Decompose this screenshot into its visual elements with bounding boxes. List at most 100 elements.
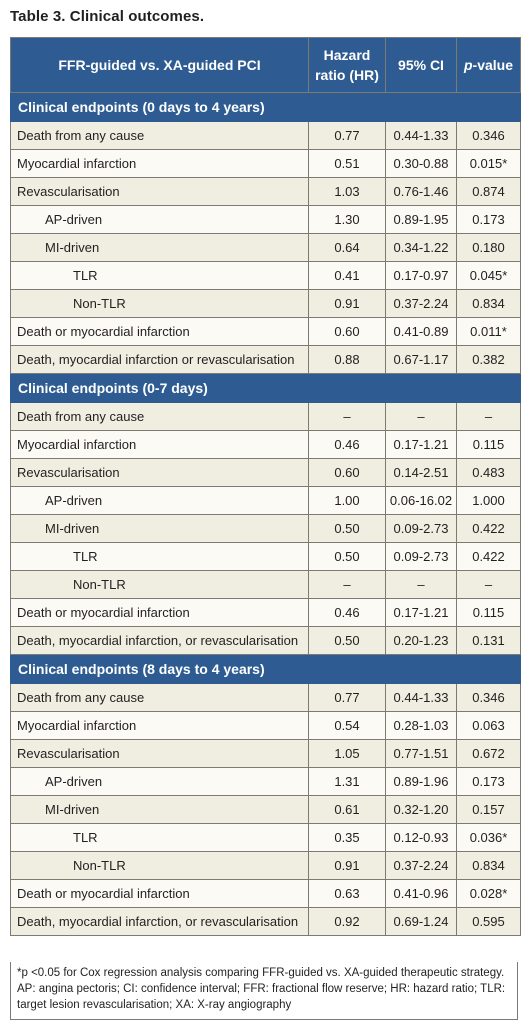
row-p-value: 0.346: [456, 683, 521, 712]
table-row: AP-driven 1.31 0.89-1.96 0.173: [10, 767, 521, 796]
table-row: Revascularisation 1.05 0.77-1.51 0.672: [10, 739, 521, 768]
row-hazard-ratio: 0.50: [308, 514, 386, 543]
row-ci: –: [385, 402, 457, 431]
row-p-value: –: [456, 402, 521, 431]
row-label: Revascularisation: [10, 739, 309, 768]
section-header-row: Clinical endpoints (8 days to 4 years): [10, 654, 521, 684]
row-label: AP-driven: [10, 767, 309, 796]
row-ci: 0.12-0.93: [385, 823, 457, 852]
row-ci: 0.20-1.23: [385, 626, 457, 655]
row-p-value: 0.173: [456, 205, 521, 234]
table-row: MI-driven 0.50 0.09-2.73 0.422: [10, 514, 521, 543]
header-hr-line1: Hazard: [323, 47, 371, 63]
row-ci: 0.44-1.33: [385, 683, 457, 712]
row-hazard-ratio: 0.64: [308, 233, 386, 262]
row-hazard-ratio: 0.60: [308, 317, 386, 346]
row-label: Death, myocardial infarction or revascul…: [10, 345, 309, 374]
header-hr-line2: ratio (HR): [315, 67, 379, 83]
row-hazard-ratio: 0.77: [308, 121, 386, 150]
row-hazard-ratio: 1.00: [308, 486, 386, 515]
row-label: Non-TLR: [10, 289, 309, 318]
row-p-value: 0.115: [456, 598, 521, 627]
row-ci: 0.17-1.21: [385, 430, 457, 459]
row-ci: 0.06-16.02: [385, 486, 457, 515]
row-ci: 0.17-1.21: [385, 598, 457, 627]
table-row: TLR 0.50 0.09-2.73 0.422: [10, 542, 521, 571]
row-label: AP-driven: [10, 486, 309, 515]
row-label: Death or myocardial infarction: [10, 598, 309, 627]
row-p-value: 0.131: [456, 626, 521, 655]
row-label: MI-driven: [10, 514, 309, 543]
row-p-value: 0.483: [456, 458, 521, 487]
table-row: Death from any cause – – –: [10, 402, 521, 431]
row-hazard-ratio: –: [308, 402, 386, 431]
row-label: Death, myocardial infarction, or revascu…: [10, 626, 309, 655]
row-ci: 0.09-2.73: [385, 542, 457, 571]
row-hazard-ratio: 0.51: [308, 149, 386, 178]
section-title: Clinical endpoints (8 days to 4 years): [10, 654, 521, 684]
row-p-value: 0.382: [456, 345, 521, 374]
table-row: Death, myocardial infarction, or revascu…: [10, 907, 521, 936]
table-row: AP-driven 1.00 0.06-16.02 1.000: [10, 486, 521, 515]
row-hazard-ratio: 1.05: [308, 739, 386, 768]
section-title: Clinical endpoints (0-7 days): [10, 373, 521, 403]
table-row: TLR 0.41 0.17-0.97 0.045*: [10, 261, 521, 290]
row-ci: –: [385, 570, 457, 599]
row-hazard-ratio: 0.77: [308, 683, 386, 712]
header-p-value: p-value: [456, 37, 521, 93]
table-row: Death from any cause 0.77 0.44-1.33 0.346: [10, 121, 521, 150]
row-p-value: 0.422: [456, 542, 521, 571]
row-hazard-ratio: 0.92: [308, 907, 386, 936]
table-row: Death or myocardial infarction 0.46 0.17-1…: [10, 598, 521, 627]
row-p-value: 0.115: [456, 430, 521, 459]
table-row: Revascularisation 0.60 0.14-2.51 0.483: [10, 458, 521, 487]
table-row: AP-driven 1.30 0.89-1.95 0.173: [10, 205, 521, 234]
row-p-value: 0.346: [456, 121, 521, 150]
row-label: TLR: [10, 261, 309, 290]
row-hazard-ratio: 0.60: [308, 458, 386, 487]
row-p-value: 1.000: [456, 486, 521, 515]
row-p-value: 0.180: [456, 233, 521, 262]
row-hazard-ratio: 1.03: [308, 177, 386, 206]
row-ci: 0.32-1.20: [385, 795, 457, 824]
row-p-value: 0.028*: [456, 879, 521, 908]
section-header-row: Clinical endpoints (0-7 days): [10, 373, 521, 403]
row-ci: 0.17-0.97: [385, 261, 457, 290]
table-row: Death from any cause 0.77 0.44-1.33 0.346: [10, 683, 521, 712]
row-ci: 0.69-1.24: [385, 907, 457, 936]
row-p-value: 0.036*: [456, 823, 521, 852]
row-ci: 0.37-2.24: [385, 851, 457, 880]
table-row: Non-TLR 0.91 0.37-2.24 0.834: [10, 289, 521, 318]
row-ci: 0.34-1.22: [385, 233, 457, 262]
row-label: Death from any cause: [10, 402, 309, 431]
table-caption: Table 3. Clinical outcomes.: [10, 8, 205, 25]
row-ci: 0.41-0.96: [385, 879, 457, 908]
row-label: Myocardial infarction: [10, 711, 309, 740]
table-row: Myocardial infarction 0.46 0.17-1.21 0.115: [10, 430, 521, 459]
table-row: TLR 0.35 0.12-0.93 0.036*: [10, 823, 521, 852]
row-p-value: 0.834: [456, 289, 521, 318]
row-hazard-ratio: 0.50: [308, 542, 386, 571]
row-ci: 0.37-2.24: [385, 289, 457, 318]
row-label: Non-TLR: [10, 851, 309, 880]
row-label: Myocardial infarction: [10, 149, 309, 178]
header-hazard-ratio: Hazard ratio (HR): [308, 37, 386, 93]
table-footnote: *p <0.05 for Cox regression analysis com…: [10, 962, 518, 1020]
section-title: Clinical endpoints (0 days to 4 years): [10, 92, 521, 122]
row-p-value: 0.157: [456, 795, 521, 824]
row-label: MI-driven: [10, 233, 309, 262]
row-label: Revascularisation: [10, 458, 309, 487]
row-hazard-ratio: 1.31: [308, 767, 386, 796]
row-ci: 0.89-1.95: [385, 205, 457, 234]
row-p-value: 0.595: [456, 907, 521, 936]
row-ci: 0.09-2.73: [385, 514, 457, 543]
row-hazard-ratio: 0.46: [308, 430, 386, 459]
row-ci: 0.41-0.89: [385, 317, 457, 346]
table-row: Death or myocardial infarction 0.63 0.41-0…: [10, 879, 521, 908]
row-label: Revascularisation: [10, 177, 309, 206]
row-hazard-ratio: 0.41: [308, 261, 386, 290]
row-hazard-ratio: 0.91: [308, 289, 386, 318]
row-ci: 0.77-1.51: [385, 739, 457, 768]
row-label: Myocardial infarction: [10, 430, 309, 459]
table-body: Clinical endpoints (0 days to 4 years) De…: [10, 92, 521, 936]
